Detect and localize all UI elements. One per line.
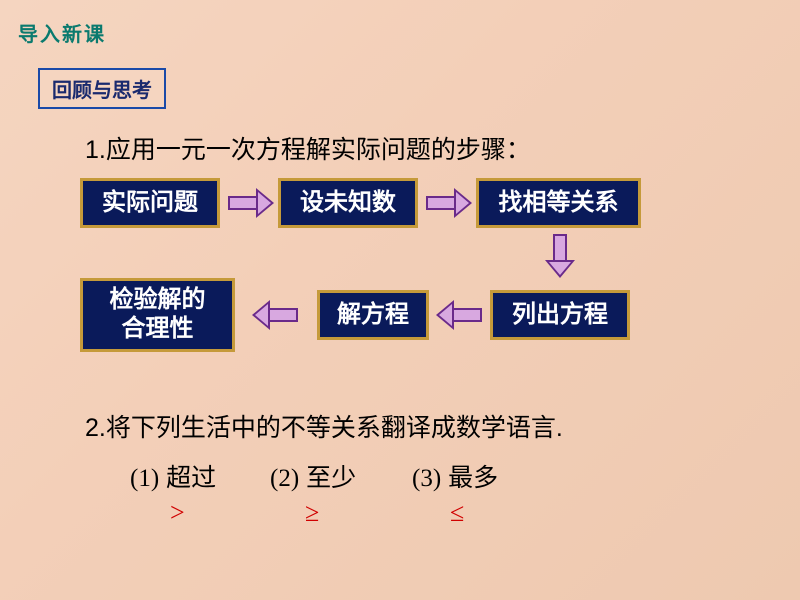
flow-node: 检验解的合理性 [80, 278, 235, 352]
option-item: (3) 最多 [412, 458, 498, 494]
lesson-header: 导入新课 [18, 18, 106, 47]
question-1: 1.应用一元一次方程解实际问题的步骤： [85, 130, 531, 166]
answer-symbol: ≥ [305, 498, 319, 528]
option-item: (2) 至少 [270, 458, 356, 494]
flow-arrow [545, 234, 575, 278]
flow-node: 解方程 [317, 290, 429, 340]
option-item: (1) 超过 [130, 458, 216, 494]
flow-arrow [252, 300, 298, 330]
flow-node: 找相等关系 [476, 178, 641, 228]
review-box: 回顾与思考 [38, 68, 166, 109]
flow-arrow [228, 188, 274, 218]
flow-node: 实际问题 [80, 178, 220, 228]
answer-symbol: > [170, 498, 185, 528]
question-2: 2.将下列生活中的不等关系翻译成数学语言. [85, 408, 563, 444]
answer-symbol: ≤ [450, 498, 464, 528]
flow-node: 设未知数 [278, 178, 418, 228]
flow-node: 列出方程 [490, 290, 630, 340]
review-label: 回顾与思考 [52, 80, 152, 102]
flow-arrow [426, 188, 472, 218]
flow-arrow [436, 300, 482, 330]
